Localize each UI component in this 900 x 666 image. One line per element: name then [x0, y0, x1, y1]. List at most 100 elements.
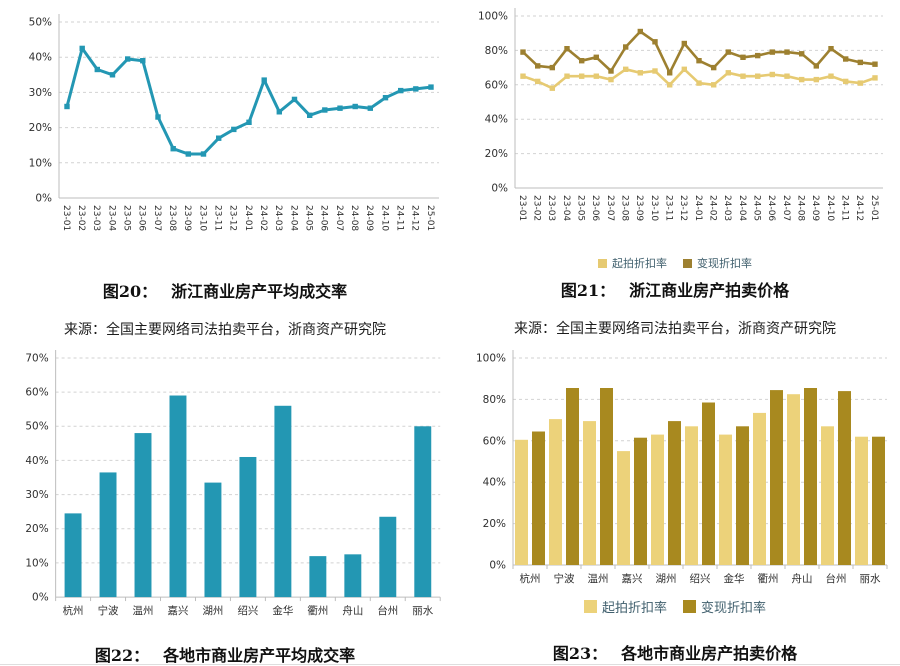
- bar: [600, 388, 613, 565]
- data-point-marker: [230, 126, 236, 133]
- data-point-marker: [784, 73, 790, 79]
- figure-22-number: 图22：: [94, 646, 150, 665]
- data-point-marker: [564, 73, 570, 79]
- x-axis-tick-label: 23-12: [227, 205, 237, 231]
- data-point-marker: [813, 76, 819, 83]
- y-axis-tick-label: 10%: [25, 557, 48, 569]
- y-axis-tick-label: 60%: [483, 435, 506, 447]
- y-axis-tick-label: 30%: [28, 87, 51, 99]
- data-point-marker: [857, 59, 863, 66]
- bar: [273, 405, 291, 598]
- y-axis-tick-label: 60%: [25, 387, 48, 399]
- bar: [549, 419, 562, 565]
- y-axis-tick-label: 40%: [28, 52, 51, 64]
- data-point-marker: [535, 78, 541, 85]
- x-axis-tick-label: 23-02: [75, 205, 85, 231]
- x-axis-tick-label: 23-07: [605, 195, 615, 221]
- y-axis-tick-label: 40%: [483, 477, 506, 489]
- data-point-marker: [215, 135, 221, 141]
- data-point-marker: [367, 105, 373, 111]
- x-axis-category-label: 衢州: [307, 605, 328, 617]
- data-point-marker: [520, 49, 526, 55]
- bar: [770, 390, 783, 565]
- x-axis-tick-label: 23-07: [151, 205, 161, 231]
- city-avg-transaction-rate-bar-chart: 0% 10% 20% 30% 40% 50% 60% 70% 杭州 宁波 温州 嘉兴 湖州 绍兴 金华 衢州 舟…: [25, 349, 441, 617]
- x-axis-category-label: 舟山: [342, 604, 363, 617]
- series-line: [65, 46, 431, 156]
- data-point-marker: [725, 70, 731, 76]
- bar: [787, 394, 800, 565]
- x-axis-category-label: 丽水: [412, 605, 433, 617]
- x-axis-tick-label: 24-04: [288, 205, 298, 231]
- figure-21-source: 来源：全国主要网络司法拍卖平台，浙商资产研究院: [514, 321, 836, 337]
- bar: [238, 456, 256, 598]
- data-point-marker: [549, 64, 555, 71]
- x-axis-tick-label: 23-08: [166, 205, 176, 231]
- data-point-marker: [564, 46, 570, 52]
- legend-swatch-icon: [683, 600, 696, 613]
- data-point-marker: [549, 85, 555, 91]
- x-axis-tick-label: 24-06: [318, 205, 328, 231]
- bar: [634, 437, 647, 565]
- figure-21: 0% 20% 40% 60% 80% 100% 23-01 23-02 23-03 23-04 23…: [450, 0, 900, 346]
- figure-23-caption: 图23： 各地市商业房产拍卖价格: [553, 640, 797, 664]
- bar: [753, 412, 766, 565]
- bar: [668, 421, 681, 565]
- bar: [566, 388, 579, 565]
- x-axis-tick-label: 23-08: [619, 195, 629, 221]
- bar: [308, 556, 326, 598]
- data-point-marker: [109, 72, 115, 78]
- bar: [821, 426, 834, 565]
- figure-20-number: 图20：: [102, 282, 158, 301]
- x-axis-tick-label: 23-11: [663, 195, 673, 221]
- data-point-marker: [696, 58, 702, 64]
- bar: [532, 431, 545, 565]
- legend-item: 变现折扣率: [683, 597, 766, 616]
- data-point-marker: [623, 66, 629, 72]
- legend-item: 变现折扣率: [683, 255, 752, 271]
- x-axis-category-label: 台州: [377, 604, 398, 617]
- data-point-marker: [828, 73, 834, 79]
- data-point-marker: [769, 49, 775, 55]
- x-axis-tick-label: 24-06: [766, 195, 776, 221]
- data-point-marker: [63, 103, 70, 110]
- x-axis-tick-label: 23-06: [136, 205, 146, 231]
- data-point-marker: [593, 73, 599, 79]
- data-point-marker: [725, 49, 731, 55]
- figure-20-caption: 图20： 浙江商业房产平均成交率: [103, 278, 347, 302]
- data-point-marker: [696, 80, 702, 86]
- data-point-marker: [170, 146, 176, 152]
- bar: [343, 554, 361, 598]
- x-axis-tick-label: 23-02: [531, 195, 541, 221]
- data-point-marker: [336, 105, 343, 111]
- x-axis-tick-label: 24-11: [394, 205, 404, 231]
- x-axis-tick-label: 25-01: [424, 205, 434, 231]
- x-axis-tick-label: 24-03: [273, 205, 283, 231]
- x-axis-category-label: 嘉兴: [622, 572, 643, 584]
- figure-23: 0% 20% 40% 60% 80% 100% 杭州 宁波 温州 嘉兴 湖州 绍兴 金华 衢州 舟山 台州 丽水…: [450, 346, 900, 666]
- data-point-marker: [799, 76, 805, 83]
- data-point-marker: [291, 96, 297, 103]
- x-axis-category-label: 丽水: [860, 573, 881, 584]
- figure-23-number: 图23：: [552, 644, 608, 663]
- x-axis-tick-label: 24-08: [348, 205, 358, 231]
- y-axis-tick-label: 0%: [35, 193, 52, 205]
- zhejiang-auction-price-line-chart: 0% 20% 40% 60% 80% 100% 23-01 23-02 23-03 23-04 23…: [478, 8, 883, 221]
- x-axis-tick-label: 23-04: [106, 205, 116, 231]
- data-point-marker: [740, 54, 746, 60]
- figure-21-number: 图21：: [560, 281, 616, 300]
- data-point-marker: [382, 95, 388, 101]
- data-point-marker: [667, 82, 673, 88]
- data-point-marker: [637, 70, 643, 76]
- data-point-marker: [427, 84, 434, 90]
- data-point-marker: [872, 75, 878, 81]
- bar: [617, 451, 630, 565]
- legend-item: 起拍折扣率: [598, 255, 667, 271]
- x-axis-tick-label: 24-11: [839, 195, 849, 221]
- figure-22-title: 各地市商业房产平均成交率: [163, 646, 356, 665]
- x-axis-category-label: 杭州: [62, 604, 83, 617]
- x-axis-tick-label: 24-02: [257, 205, 267, 231]
- legend-label: 起拍折扣率: [612, 257, 667, 270]
- y-axis-tick-label: 0%: [32, 592, 49, 604]
- x-axis-category-label: 温州: [588, 573, 609, 584]
